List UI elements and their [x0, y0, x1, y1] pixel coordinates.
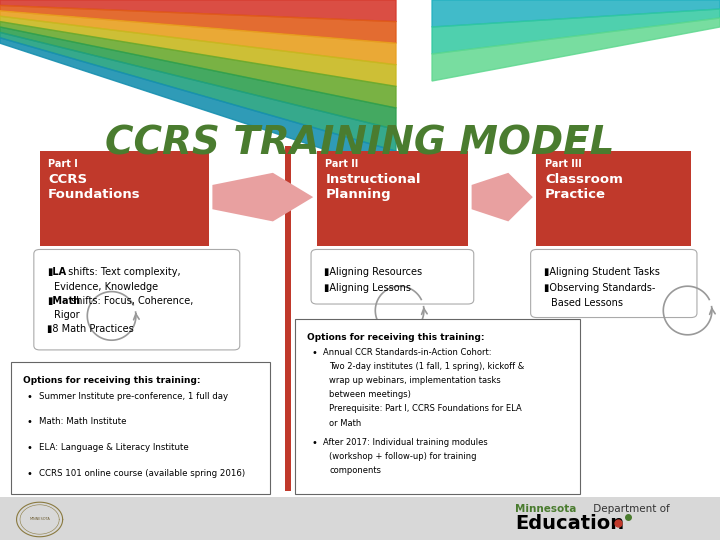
Text: ▮8 Math Practices: ▮8 Math Practices: [47, 325, 133, 334]
Text: Part I: Part I: [48, 159, 78, 170]
Text: ▮Aligning Student Tasks: ▮Aligning Student Tasks: [544, 267, 660, 278]
FancyBboxPatch shape: [531, 249, 697, 318]
Polygon shape: [0, 27, 396, 130]
Text: CCRS 101 online course (available spring 2016): CCRS 101 online course (available spring…: [39, 469, 245, 478]
FancyBboxPatch shape: [34, 249, 240, 350]
FancyBboxPatch shape: [317, 151, 468, 246]
Polygon shape: [0, 38, 396, 173]
Text: between meetings): between meetings): [329, 390, 411, 400]
Text: ▮Aligning Lessons: ▮Aligning Lessons: [324, 284, 411, 293]
Text: ▮Math: ▮Math: [47, 296, 80, 306]
Bar: [285, 146, 291, 491]
Text: •: •: [311, 348, 317, 359]
Polygon shape: [0, 32, 396, 151]
Text: ▮Aligning Resources: ▮Aligning Resources: [324, 267, 422, 278]
Text: ELA: Language & Literacy Institute: ELA: Language & Literacy Institute: [39, 443, 189, 453]
Text: Department of: Department of: [590, 504, 670, 514]
Text: components: components: [329, 466, 381, 475]
Text: or Math: or Math: [329, 418, 361, 428]
Text: Instructional
Planning: Instructional Planning: [325, 173, 421, 201]
Text: Math: Math Institute: Math: Math Institute: [39, 417, 127, 427]
Text: •: •: [27, 392, 32, 402]
Text: shifts: Text complexity,: shifts: Text complexity,: [65, 267, 181, 278]
Text: CCRS TRAINING MODEL: CCRS TRAINING MODEL: [105, 124, 615, 162]
Text: •: •: [27, 443, 32, 454]
Text: Part II: Part II: [325, 159, 359, 170]
Text: After 2017: Individual training modules: After 2017: Individual training modules: [323, 438, 488, 447]
Text: Summer Institute pre-conference, 1 full day: Summer Institute pre-conference, 1 full …: [39, 392, 228, 401]
Polygon shape: [0, 0, 396, 22]
Text: wrap up webinars, implementation tasks: wrap up webinars, implementation tasks: [329, 376, 501, 386]
Text: •: •: [27, 417, 32, 428]
Bar: [0, 108, 720, 497]
Text: Rigor: Rigor: [54, 310, 80, 320]
Polygon shape: [432, 9, 720, 54]
Text: ▮LA: ▮LA: [47, 267, 66, 278]
Text: •: •: [311, 438, 317, 448]
Text: Classroom
Practice: Classroom Practice: [545, 173, 623, 201]
Polygon shape: [432, 0, 720, 27]
Polygon shape: [472, 173, 533, 221]
Text: •: •: [27, 469, 32, 480]
Text: Part III: Part III: [545, 159, 582, 170]
FancyBboxPatch shape: [295, 319, 580, 494]
Text: ▮Observing Standards-: ▮Observing Standards-: [544, 284, 655, 293]
Polygon shape: [0, 16, 396, 86]
FancyBboxPatch shape: [311, 249, 474, 304]
Text: CCRS
Foundations: CCRS Foundations: [48, 173, 141, 201]
Polygon shape: [0, 22, 396, 108]
Text: Evidence, Knowledge: Evidence, Knowledge: [54, 281, 158, 292]
Text: Based Lessons: Based Lessons: [551, 298, 623, 308]
Polygon shape: [0, 11, 396, 65]
Text: Options for receiving this training:: Options for receiving this training:: [307, 333, 485, 342]
Text: Prerequisite: Part I, CCRS Foundations for ELA: Prerequisite: Part I, CCRS Foundations f…: [329, 404, 522, 414]
Polygon shape: [212, 173, 313, 221]
Text: MINNESOTA: MINNESOTA: [30, 517, 50, 522]
FancyBboxPatch shape: [536, 151, 691, 246]
Text: Education: Education: [515, 514, 624, 534]
Polygon shape: [0, 5, 396, 43]
FancyBboxPatch shape: [11, 362, 270, 494]
FancyBboxPatch shape: [40, 151, 209, 246]
Polygon shape: [432, 18, 720, 81]
Text: Annual CCR Standards-in-Action Cohort:: Annual CCR Standards-in-Action Cohort:: [323, 348, 492, 357]
Text: Minnesota: Minnesota: [515, 504, 576, 514]
Text: Options for receiving this training:: Options for receiving this training:: [23, 376, 201, 386]
Text: Two 2-day institutes (1 fall, 1 spring), kickoff &: Two 2-day institutes (1 fall, 1 spring),…: [329, 362, 524, 372]
Text: shifts: Focus, Coherence,: shifts: Focus, Coherence,: [68, 296, 194, 306]
Text: (workshop + follow-up) for training: (workshop + follow-up) for training: [329, 452, 477, 461]
Bar: [0, 497, 720, 540]
